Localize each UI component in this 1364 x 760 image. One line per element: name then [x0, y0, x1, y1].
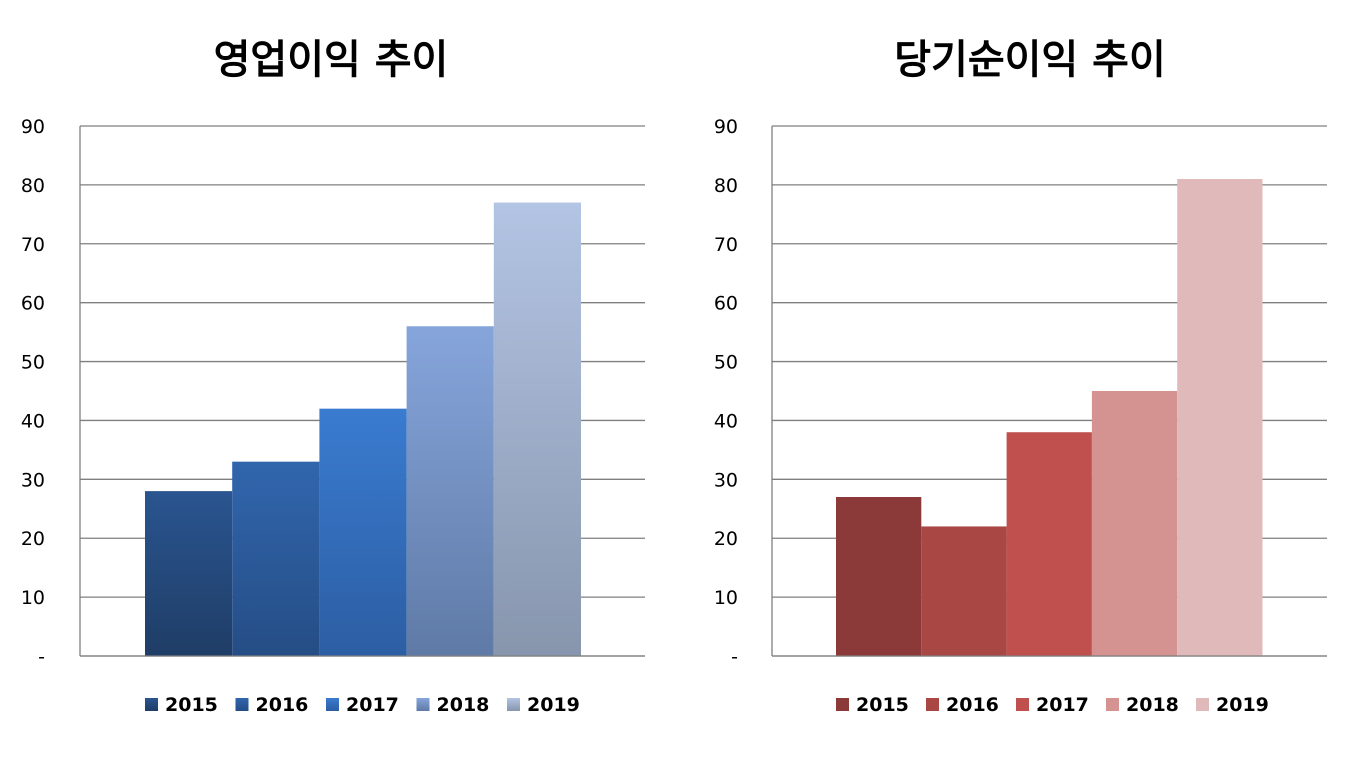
y-tick-label: 90	[714, 116, 738, 138]
bar-2017	[319, 408, 407, 656]
y-tick-label: 70	[714, 234, 738, 256]
y-tick-label: 80	[714, 175, 738, 197]
legend-label: 2019	[527, 694, 580, 716]
y-tick-label: 40	[21, 410, 45, 432]
y-tick-label: 60	[21, 293, 45, 315]
legend-swatch	[416, 698, 430, 711]
bar-2018	[406, 326, 494, 656]
bar-2015	[836, 497, 922, 656]
y-tick-label: 60	[714, 293, 738, 315]
chart-title: 영업이익 추이	[214, 37, 449, 83]
legend-label: 2019	[1216, 694, 1269, 716]
legend-swatch	[235, 698, 249, 711]
y-tick-label: 50	[21, 352, 45, 374]
legend-label: 2015	[165, 694, 218, 716]
bar-2015	[145, 491, 233, 656]
legend-label: 2018	[437, 694, 490, 716]
y-tick-label: 20	[21, 528, 45, 550]
bar-2019	[1177, 179, 1263, 656]
legend-label: 2017	[346, 694, 399, 716]
legend-label: 2016	[946, 694, 999, 716]
legend-swatch	[145, 698, 158, 711]
chart-panel-1: 영업이익 추이 - 10 20 30 40 50 60 70 80 90 2015 2016 2017 20…	[21, 37, 645, 716]
legend-label: 2016	[256, 694, 309, 716]
y-tick-label: 10	[21, 587, 45, 609]
bar-2018	[1091, 391, 1178, 656]
y-tick-label: -	[731, 646, 738, 668]
bar-2017	[1006, 432, 1092, 656]
bar-2016	[921, 526, 1007, 656]
bar-2016	[232, 461, 320, 656]
y-tick-label: 70	[21, 234, 45, 256]
legend-swatch	[1196, 698, 1209, 711]
legend-swatch	[507, 698, 520, 711]
legend-label: 2015	[856, 694, 909, 716]
legend-swatch	[836, 698, 849, 711]
legend-swatch	[926, 698, 939, 711]
chart-title: 당기순이익 추이	[894, 37, 1166, 83]
y-tick-label: -	[38, 646, 45, 668]
legend-swatch	[326, 698, 339, 711]
legend-label: 2018	[1126, 694, 1179, 716]
y-tick-label: 50	[714, 352, 738, 374]
bar-2019	[493, 202, 581, 657]
chart-panel-2: 당기순이익 추이 - 10 20 30 40 50 60 70 80 90 2015 2016 2017 2…	[714, 37, 1327, 716]
legend-label: 2017	[1036, 694, 1089, 716]
legend-swatch	[1106, 698, 1119, 711]
y-tick-label: 40	[714, 410, 738, 432]
y-tick-label: 20	[714, 528, 738, 550]
y-tick-label: 30	[21, 469, 45, 491]
y-tick-label: 30	[714, 469, 738, 491]
y-tick-label: 90	[21, 116, 45, 138]
y-tick-label: 10	[714, 587, 738, 609]
y-tick-label: 80	[21, 175, 45, 197]
legend-swatch	[1016, 698, 1029, 711]
